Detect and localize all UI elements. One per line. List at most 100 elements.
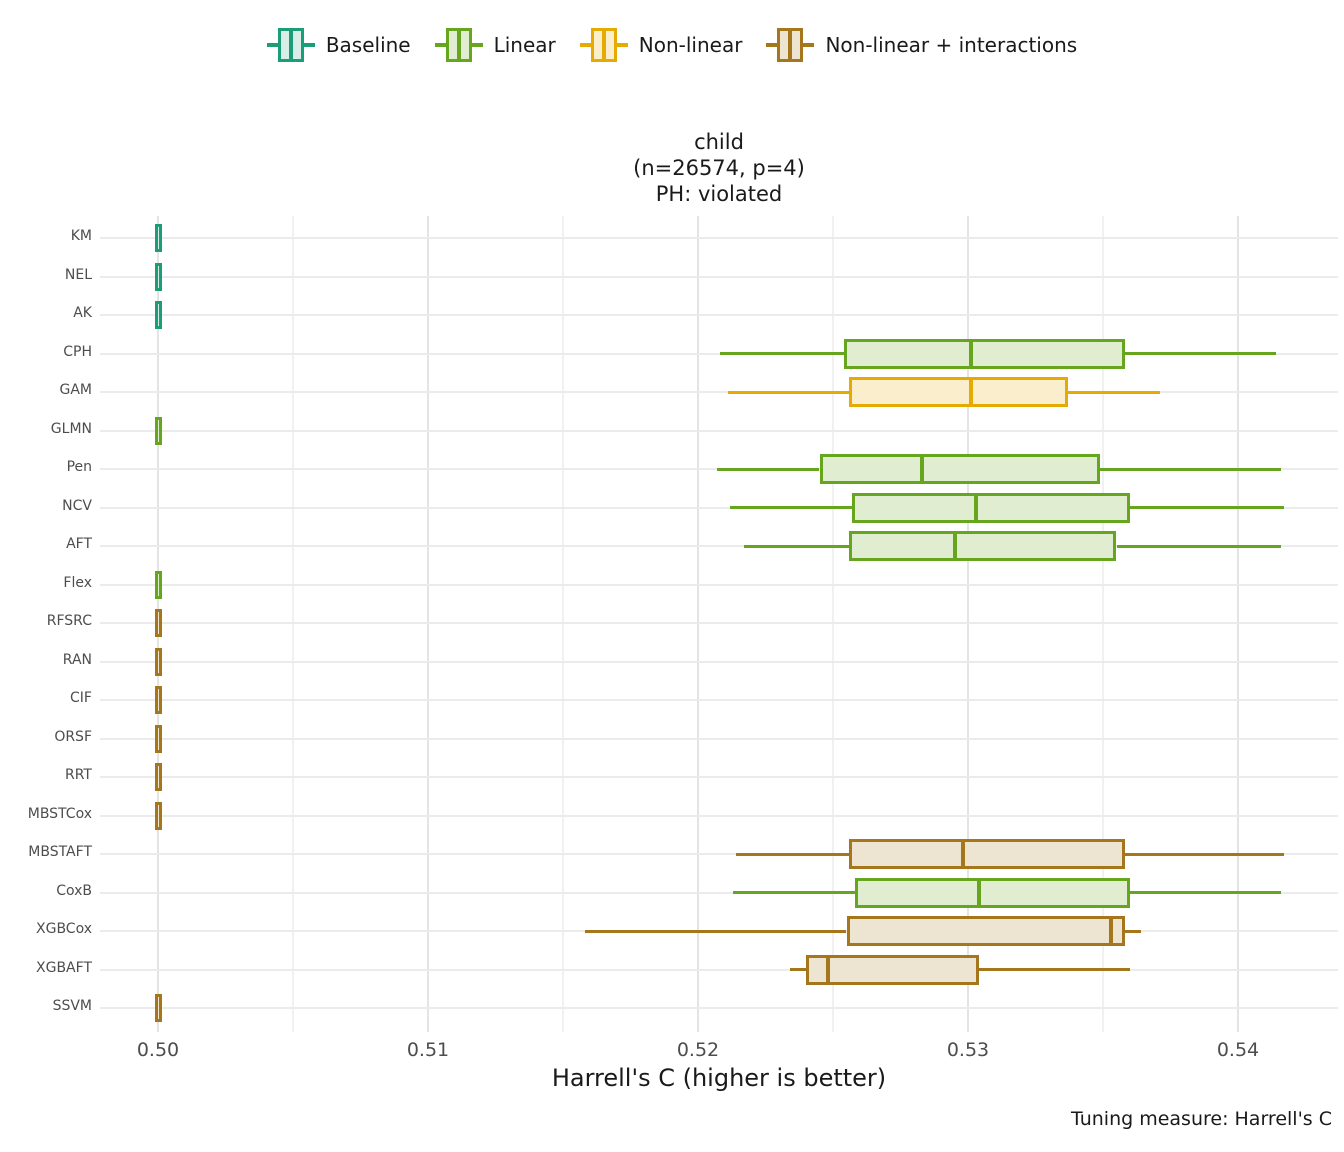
median-line <box>920 454 925 484</box>
legend-label: Linear <box>493 33 556 57</box>
box-RRT <box>154 763 162 791</box>
median-line <box>976 877 981 908</box>
box-CIF <box>154 686 162 714</box>
box-AFT <box>849 531 1117 561</box>
grid-minor-vline <box>562 216 564 1032</box>
whisker-right <box>1124 352 1276 355</box>
box-ORSF <box>154 724 162 753</box>
grid-hline <box>100 583 1338 586</box>
whisker-left <box>584 929 847 933</box>
grid-major-vline <box>427 216 429 1032</box>
legend: Baseline Linear Non-linear Non-linear + … <box>0 26 1344 64</box>
grid-hline <box>100 506 1338 509</box>
y-axis-label: CoxB <box>56 882 92 899</box>
grid-hline <box>100 314 1338 316</box>
y-axis-label: Flex <box>63 574 92 591</box>
box-GLMN <box>154 416 162 445</box>
median-line <box>968 338 973 369</box>
y-axis-label: Pen <box>66 459 92 475</box>
median-line <box>825 954 830 985</box>
box-CoxB <box>854 877 1130 908</box>
legend-label: Non-linear + interactions <box>825 33 1078 57</box>
median-line <box>960 839 965 869</box>
grid-minor-vline <box>832 216 834 1032</box>
legend-item-interactions: Non-linear + interactions <box>766 26 1077 64</box>
title-line-dataset: child <box>694 130 744 154</box>
whisker-right <box>1067 390 1160 394</box>
x-tick-label: 0.54 <box>1216 1039 1260 1061</box>
y-axis-label: XGBCox <box>36 921 92 937</box>
whisker-right <box>1130 506 1284 509</box>
whisker-left <box>730 506 852 509</box>
y-axis-label: GAM <box>59 382 92 398</box>
y-axis-label: MBSTCox <box>27 805 92 822</box>
whisker-left <box>719 352 844 355</box>
caption: Tuning measure: Harrell's C <box>1070 1108 1332 1130</box>
title-line-dims: (n=26574, p=4) <box>633 156 805 180</box>
grid-hline <box>100 776 1338 778</box>
box-XGBCox <box>846 916 1125 946</box>
legend-item-baseline: Baseline <box>266 26 411 64</box>
grid-hline <box>100 622 1338 624</box>
y-axis-label: NCV <box>62 497 92 514</box>
boxplot-key-icon <box>766 26 815 64</box>
whisker-right <box>1124 852 1284 856</box>
y-axis-label: SSVM <box>52 998 92 1014</box>
grid-major-vline <box>1237 216 1239 1032</box>
whisker-right <box>1100 467 1282 471</box>
median-line <box>1109 916 1114 946</box>
grid-hline <box>100 275 1338 278</box>
whisker-right <box>978 968 1130 971</box>
box-MBSTAFT <box>849 839 1125 869</box>
grid-hline <box>100 737 1338 740</box>
legend-item-linear: Linear <box>434 26 556 64</box>
y-axis-label: NEL <box>64 266 92 283</box>
box-Flex <box>154 570 162 599</box>
box-NEL <box>154 262 162 291</box>
x-tick-label: 0.50 <box>136 1039 180 1061</box>
box-SSVM <box>154 994 162 1022</box>
whisker-left <box>727 390 850 394</box>
grid-minor-vline <box>292 216 294 1032</box>
whisker-left <box>743 544 850 548</box>
whisker-left <box>789 968 806 971</box>
median-line <box>968 377 973 407</box>
y-axis-label: ORSF <box>54 728 92 745</box>
y-axis-label: XGBAFT <box>36 959 92 976</box>
grid-hline <box>100 853 1338 855</box>
grid-hline <box>100 429 1338 432</box>
x-tick-label: 0.52 <box>676 1039 720 1061</box>
box-GAM <box>849 377 1068 407</box>
boxplot-key-icon <box>434 26 483 64</box>
median-line <box>952 531 957 561</box>
grid-major-vline <box>967 216 969 1032</box>
boxplot-key-icon <box>266 26 315 64</box>
y-axis-label: RAN <box>62 651 92 668</box>
y-axis-label: AK <box>73 305 92 321</box>
y-axis-label: AFT <box>66 536 92 552</box>
box-KM <box>154 224 162 252</box>
x-tick-label: 0.53 <box>946 1039 990 1061</box>
plot-title: child (n=26574, p=4) PH: violated <box>99 129 1339 207</box>
grid-hline <box>100 814 1338 817</box>
box-AK <box>154 301 162 329</box>
grid-hline <box>100 545 1338 547</box>
legend-item-nonlinear: Non-linear <box>579 26 742 64</box>
whisker-right <box>1116 544 1282 548</box>
grid-hline <box>100 391 1338 393</box>
x-tick-label: 0.51 <box>406 1039 450 1061</box>
box-RAN <box>154 647 162 676</box>
boxplot-key-icon <box>579 26 628 64</box>
whisker-left <box>735 852 850 856</box>
median-line <box>974 492 979 523</box>
box-CPH <box>843 338 1125 369</box>
box-MBSTCox <box>154 801 162 830</box>
y-axis-label: RFSRC <box>46 613 92 629</box>
grid-hline <box>100 891 1338 894</box>
whisker-right <box>1124 929 1141 933</box>
y-axis-label: CPH <box>63 343 92 360</box>
title-line-ph: PH: violated <box>655 182 783 206</box>
whisker-left <box>716 467 820 471</box>
x-axis-title: Harrell's C (higher is better) <box>551 1064 887 1092</box>
